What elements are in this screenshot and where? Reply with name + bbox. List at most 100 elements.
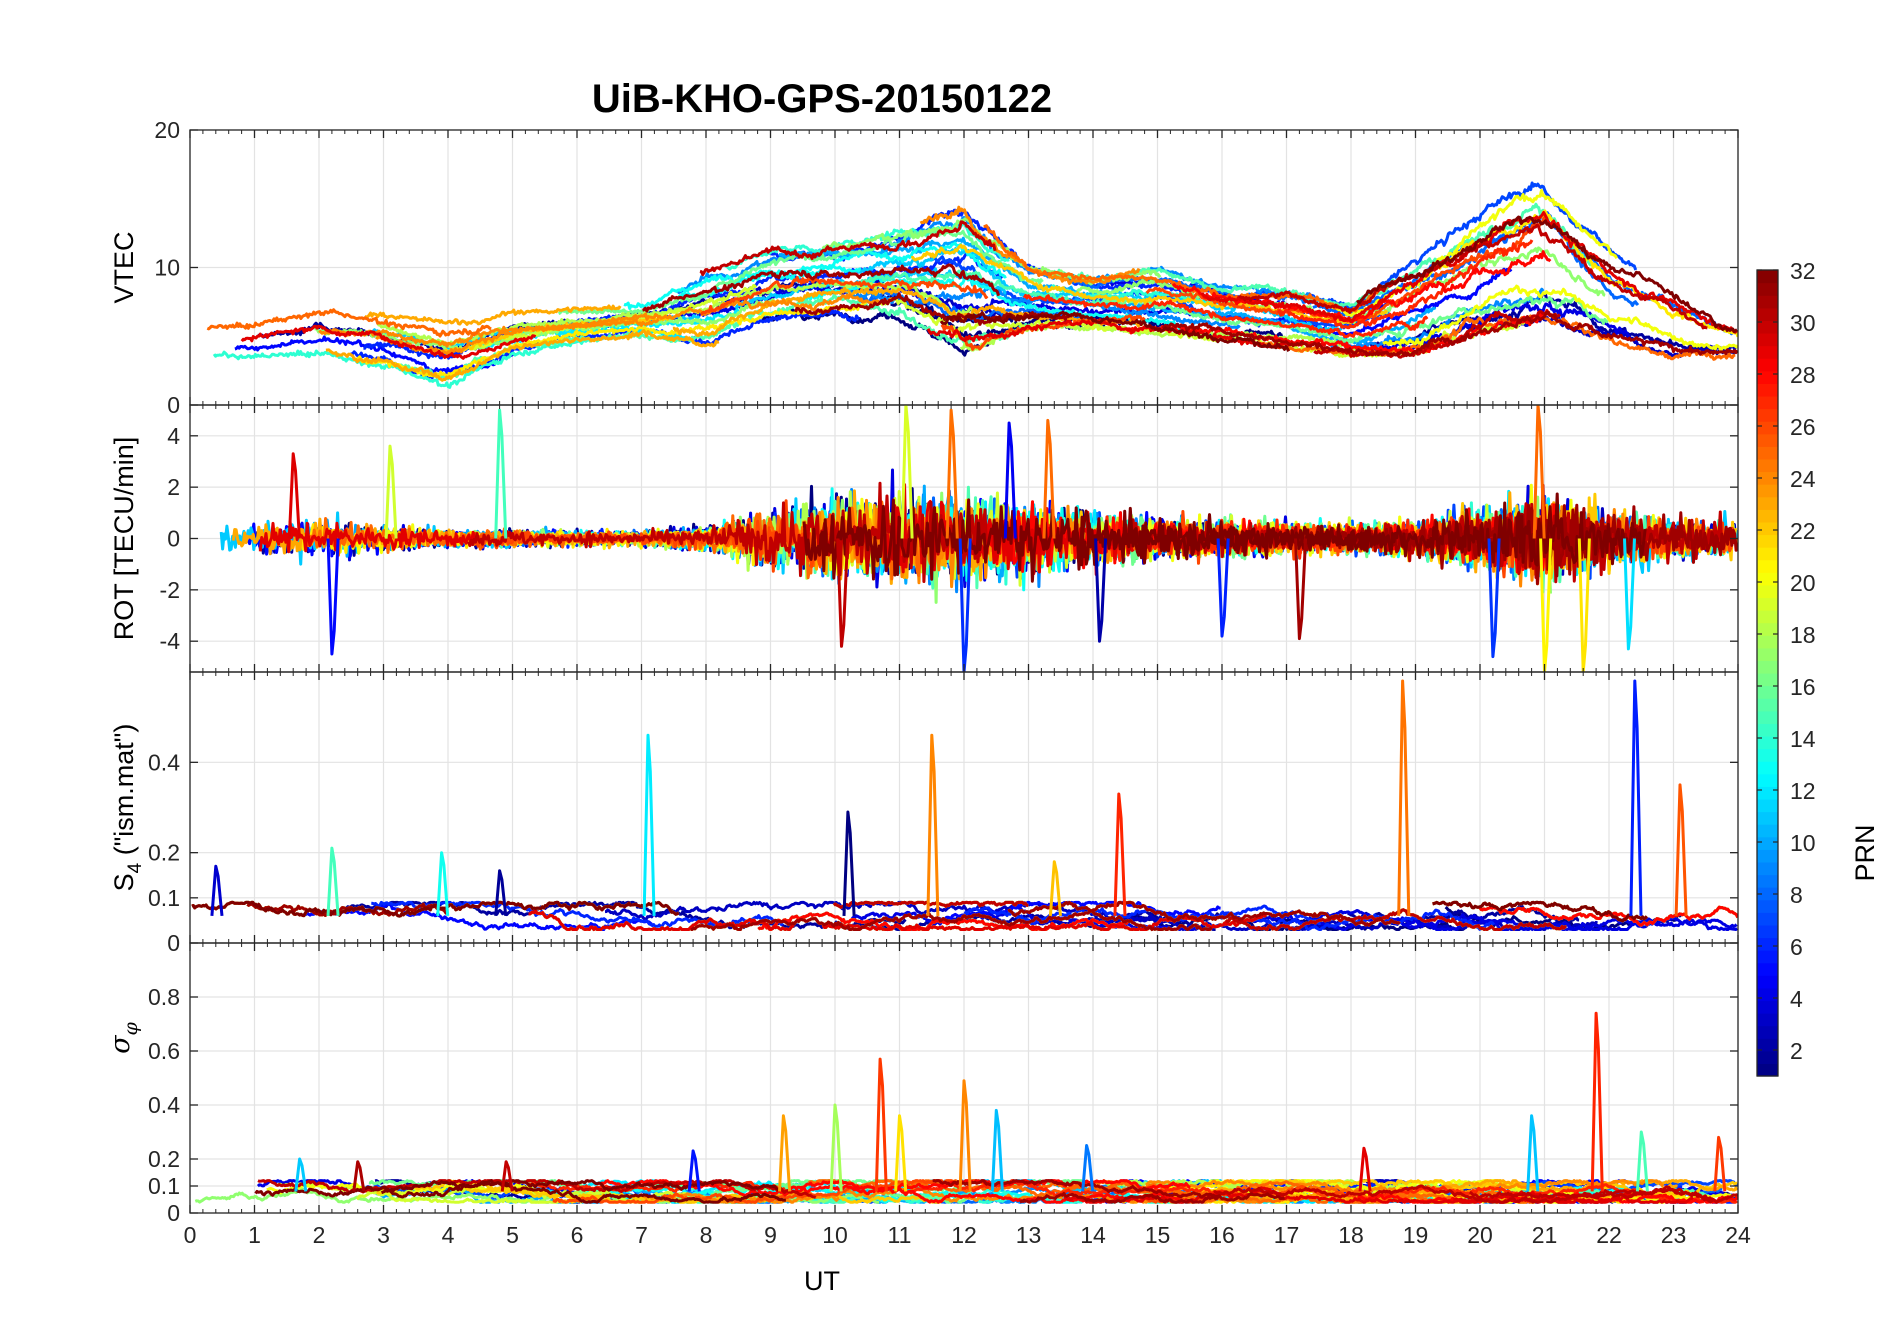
colorbar-segment bbox=[1757, 358, 1778, 372]
series-line-prn-6 bbox=[963, 904, 1322, 926]
colorbar-tick-label: 20 bbox=[1790, 570, 1816, 596]
colorbar-segment bbox=[1757, 547, 1778, 561]
series-line-prn-32 bbox=[1432, 900, 1648, 923]
x-tick-label: 10 bbox=[822, 1222, 848, 1248]
x-tick-label: 2 bbox=[313, 1222, 326, 1248]
colorbar-segment bbox=[1757, 408, 1778, 422]
series-group-sigma_phi bbox=[194, 1011, 1738, 1204]
x-tick-label: 5 bbox=[506, 1222, 519, 1248]
colorbar-segment bbox=[1757, 786, 1778, 800]
series-line-prn-25 bbox=[206, 308, 492, 338]
y-ticks-sigma_phi: 00.10.2 0.4 0.6 0.8 bbox=[148, 984, 1738, 1226]
y-tick-label: 4 bbox=[167, 423, 180, 449]
series-line-prn-26 bbox=[552, 1179, 972, 1204]
series-line-prn-17 bbox=[314, 298, 775, 354]
colorbar-segment bbox=[1757, 270, 1778, 284]
x-tick-label: 6 bbox=[571, 1222, 584, 1248]
spike-mark-sigma_phi bbox=[1358, 1146, 1372, 1192]
series-line-prn-17 bbox=[194, 1187, 553, 1204]
x-tick-label: 7 bbox=[635, 1222, 648, 1248]
series-line-prn-29 bbox=[240, 324, 537, 360]
colorbar-segment bbox=[1757, 874, 1778, 888]
spike-mark-s4 bbox=[1113, 792, 1127, 916]
spike-mark-rot bbox=[1487, 538, 1501, 659]
colorbar-segment bbox=[1757, 635, 1778, 649]
colorbar-tick-label: 4 bbox=[1790, 986, 1803, 1012]
spike-mark-sigma_phi bbox=[500, 1160, 514, 1192]
x-tick-label: 24 bbox=[1725, 1222, 1751, 1248]
spike-mark-rot bbox=[1042, 418, 1056, 539]
spike-mark-s4 bbox=[1048, 860, 1062, 917]
colorbar-segment bbox=[1757, 282, 1778, 296]
series-line-prn-32 bbox=[191, 900, 680, 918]
y-tick-label: 0.1 bbox=[148, 1173, 180, 1199]
x-tick-label: 11 bbox=[888, 1222, 912, 1248]
series-line-prn-15 bbox=[829, 269, 1117, 307]
colorbar-segment bbox=[1757, 534, 1778, 548]
colorbar-segment bbox=[1757, 836, 1778, 850]
grid-sigma_phi bbox=[189, 943, 1739, 1214]
spike-mark-sigma_phi bbox=[352, 1160, 366, 1192]
series-line-prn-32 bbox=[1355, 215, 1738, 334]
series-line-prn-26 bbox=[700, 275, 989, 316]
spike-mark-s4 bbox=[642, 733, 656, 916]
spike-mark-rot bbox=[287, 452, 301, 539]
y-tick-label: 20 bbox=[154, 117, 180, 143]
colorbar-segment bbox=[1757, 761, 1778, 775]
colorbar-segment bbox=[1757, 421, 1778, 435]
series-line-prn-31 bbox=[642, 263, 1001, 313]
y-ticks-s4: 0 0.1 0.2 0.4 bbox=[148, 749, 1738, 956]
series-line-prn-32 bbox=[254, 1179, 781, 1198]
x-tick-label: 20 bbox=[1467, 1222, 1493, 1248]
colorbar-segment bbox=[1757, 509, 1778, 523]
series-line-prn-16 bbox=[1102, 295, 1609, 344]
colorbar-segment bbox=[1757, 1013, 1778, 1027]
y-tick-label: 0 bbox=[167, 526, 180, 552]
spike-mark-sigma_phi bbox=[1526, 1114, 1540, 1192]
colorbar-segment bbox=[1757, 824, 1778, 838]
spike-mark-s4 bbox=[1629, 679, 1643, 916]
spike-mark-rot bbox=[900, 405, 914, 539]
colorbar-frame bbox=[1756, 269, 1779, 1077]
colorbar-segment bbox=[1757, 622, 1778, 636]
colorbar-tick-label: 22 bbox=[1790, 518, 1816, 544]
colorbar-segment bbox=[1757, 899, 1778, 913]
series-line-prn-23 bbox=[325, 329, 720, 382]
colorbar-segment bbox=[1757, 584, 1778, 599]
spike-mark-rot bbox=[326, 538, 340, 656]
colorbar-segment bbox=[1757, 484, 1778, 498]
y-tick-label: 0.2 bbox=[148, 1146, 180, 1172]
colorbar-tick-label: 30 bbox=[1790, 310, 1816, 336]
colorbar-segment bbox=[1757, 773, 1778, 787]
series-line-prn-21 bbox=[355, 301, 867, 378]
series-line-prn-32 bbox=[939, 310, 1291, 352]
spike-mark-rot bbox=[1216, 538, 1230, 638]
spike-mark-sigma_phi bbox=[1713, 1135, 1727, 1192]
colorbar-segment bbox=[1757, 975, 1778, 989]
series-line-prn-31 bbox=[1019, 1192, 1220, 1204]
colorbar-tick-label: 26 bbox=[1790, 414, 1816, 440]
spike-mark-rot bbox=[945, 408, 959, 539]
panel-rot: -4 -2 0 2 4 ROT [TECU/min] bbox=[109, 404, 1739, 673]
spike-mark-s4 bbox=[842, 810, 856, 916]
colorbar-segment bbox=[1757, 698, 1778, 712]
colorbar-tick-label: 32 bbox=[1790, 258, 1816, 284]
spike-mark-rot bbox=[836, 538, 850, 648]
y-tick-label: 0.1 bbox=[148, 885, 180, 911]
x-ticks-s4 bbox=[189, 672, 1739, 943]
colorbar-tick-label: 6 bbox=[1790, 934, 1803, 960]
x-tick-label: 15 bbox=[1145, 1222, 1171, 1248]
series-line-prn-32 bbox=[380, 1181, 787, 1204]
series-group-vtec bbox=[206, 181, 1738, 389]
colorbar-segment bbox=[1757, 320, 1778, 334]
series-line-prn-29 bbox=[821, 913, 1268, 931]
y-axis-label-sigma-phi: σφ bbox=[105, 1021, 142, 1053]
colorbar-segment bbox=[1757, 660, 1778, 674]
spike-mark-s4 bbox=[494, 869, 508, 917]
series-line-prn-30 bbox=[699, 220, 997, 277]
x-tick-label: 18 bbox=[1338, 1222, 1364, 1248]
spike-mark-rot bbox=[1003, 421, 1017, 539]
panel-s4: 0 0.1 0.2 0.4S4 ("ism.mat") bbox=[109, 671, 1739, 956]
spike-mark-rot bbox=[1294, 538, 1308, 641]
colorbar-segment bbox=[1757, 811, 1778, 825]
